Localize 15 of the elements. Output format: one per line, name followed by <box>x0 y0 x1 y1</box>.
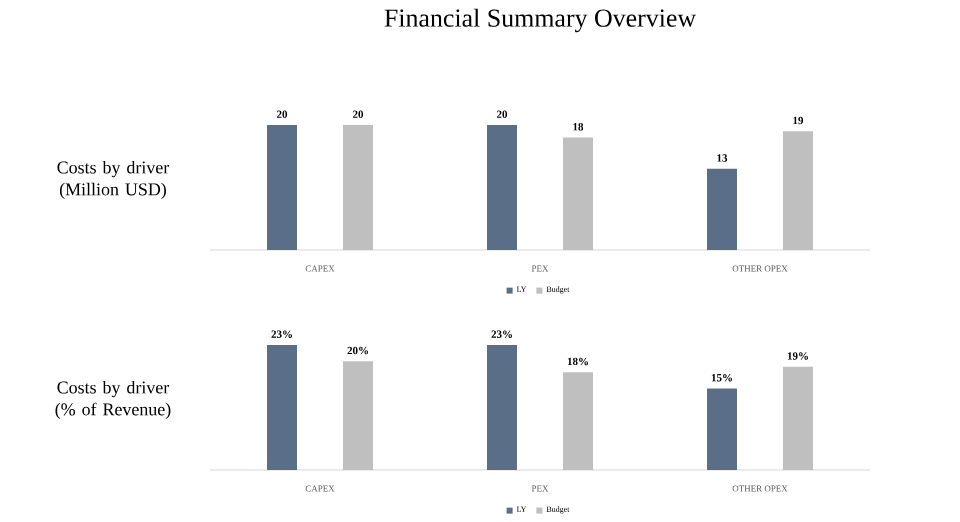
bar <box>563 371 593 470</box>
y-axis-title: Costs by driver (Million USD) <box>57 160 170 199</box>
bar <box>343 124 373 250</box>
bar <box>267 344 298 470</box>
bar <box>563 137 593 250</box>
chart-title: Financial Summary Overview <box>384 8 697 32</box>
bar <box>706 168 737 250</box>
bar <box>487 344 517 470</box>
bar <box>343 360 373 470</box>
bar <box>782 366 813 470</box>
bar <box>267 124 298 250</box>
bar <box>782 130 813 250</box>
bar <box>706 388 737 470</box>
y-axis-title: Costs by driver (% of Revenue) <box>55 380 171 419</box>
bar <box>487 124 517 250</box>
